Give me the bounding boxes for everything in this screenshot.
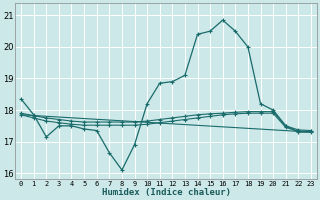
X-axis label: Humidex (Indice chaleur): Humidex (Indice chaleur) <box>101 188 230 197</box>
